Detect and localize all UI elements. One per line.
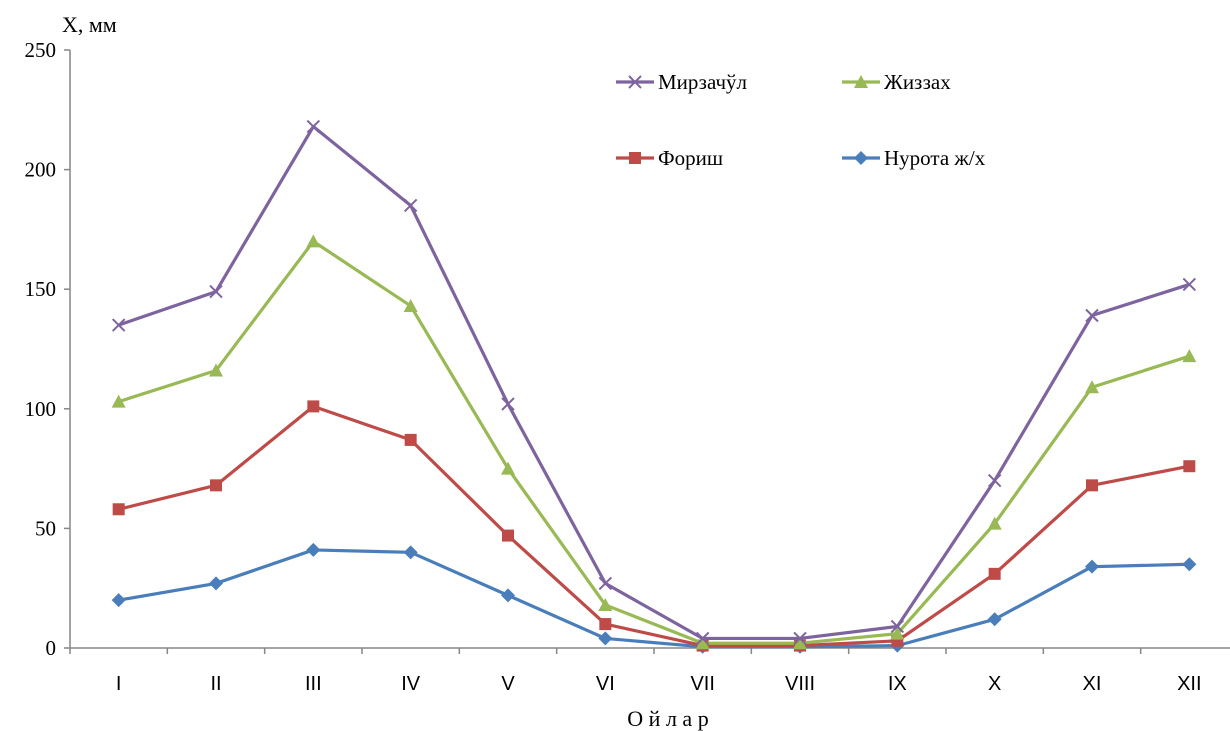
series-2: [111, 234, 1197, 650]
data-point: [598, 576, 613, 591]
legend-marker: [628, 75, 642, 89]
data-point: [599, 618, 612, 631]
legend-entry: Нурота ж/х: [842, 146, 986, 170]
series-1: [111, 119, 1197, 646]
y-axis-title: X, мм: [62, 12, 117, 37]
x-tick-label: VIII: [785, 673, 815, 695]
data-point: [306, 542, 321, 557]
data-point: [209, 284, 223, 299]
y-tick-label: 100: [25, 397, 57, 421]
data-point: [890, 619, 905, 634]
data-point: [987, 612, 1002, 627]
series-line: [118, 404, 1190, 648]
data-point: [403, 298, 418, 312]
series-group: [111, 119, 1197, 654]
data-point: [209, 363, 223, 377]
data-point: [1182, 557, 1197, 572]
data-point: [307, 400, 320, 413]
data-point: [111, 318, 126, 332]
legend-marker: [854, 151, 868, 165]
legend-label: Нурота ж/х: [884, 146, 986, 170]
legend-label: Фориш: [658, 146, 723, 170]
data-point: [695, 631, 710, 646]
data-point: [988, 567, 1001, 580]
data-point: [987, 473, 1002, 488]
data-point: [210, 479, 222, 492]
data-point: [306, 234, 321, 248]
x-ticks: I II III IV V VI VII VIII IX X XI XII: [69, 648, 1202, 695]
data-point: [1086, 479, 1098, 492]
data-point: [695, 636, 710, 650]
x-tick-label: XI: [1083, 673, 1102, 695]
y-tick-label: 150: [25, 277, 57, 301]
data-point: [793, 631, 807, 646]
series-3: [112, 400, 1196, 652]
x-axis-title: О й л а р: [627, 706, 708, 731]
data-point: [209, 576, 223, 591]
y-ticks: 0 50 100 150 200 250: [25, 38, 70, 660]
series-4: [111, 542, 1197, 654]
data-point: [598, 631, 613, 646]
data-point: [1085, 559, 1099, 574]
data-point: [1085, 380, 1099, 394]
series-line: [118, 548, 1190, 649]
series-line: [118, 124, 1190, 641]
x-tick-label: IX: [888, 673, 907, 695]
x-tick-label: VII: [690, 673, 714, 695]
data-point: [1183, 460, 1196, 473]
data-point: [306, 119, 321, 134]
y-tick-label: 0: [46, 636, 57, 660]
data-point: [890, 626, 905, 640]
data-point: [501, 588, 515, 603]
data-point: [1182, 349, 1197, 363]
x-tick-label: I: [116, 673, 122, 695]
x-tick-label: III: [305, 673, 322, 695]
legend: Мирзачўл Жиззах Фориш Нурота ж/х: [616, 70, 986, 170]
x-tick-label: V: [501, 673, 515, 695]
y-tick-label: 50: [35, 516, 56, 540]
data-point: [793, 636, 807, 650]
legend-entry: Фориш: [616, 146, 723, 170]
data-point: [403, 198, 418, 213]
x-tick-label: XII: [1177, 673, 1201, 695]
legend-label: Жиззах: [884, 70, 951, 94]
data-point: [111, 394, 126, 408]
data-point: [404, 433, 417, 446]
axes: [69, 50, 1230, 649]
data-point: [403, 545, 418, 560]
legend-marker: [629, 152, 641, 164]
x-tick-label: IV: [401, 673, 421, 695]
data-point: [112, 503, 125, 516]
series-line: [118, 239, 1190, 645]
data-point: [1182, 277, 1197, 292]
legend-entry: Жиззах: [842, 70, 951, 94]
data-point: [502, 529, 514, 542]
x-tick-label: VI: [596, 673, 615, 695]
data-point: [111, 593, 126, 608]
legend-entry: Мирзачўл: [616, 70, 747, 94]
data-point: [987, 516, 1002, 530]
data-point: [1085, 308, 1099, 323]
x-tick-label: II: [210, 673, 221, 695]
legend-label: Мирзачўл: [658, 70, 747, 94]
x-tick-label: X: [988, 673, 1001, 695]
data-point: [501, 461, 515, 475]
legend-marker: [854, 75, 868, 88]
data-point: [501, 397, 515, 411]
y-tick-label: 250: [25, 38, 57, 62]
data-point: [598, 597, 613, 611]
y-tick-label: 200: [25, 158, 57, 182]
